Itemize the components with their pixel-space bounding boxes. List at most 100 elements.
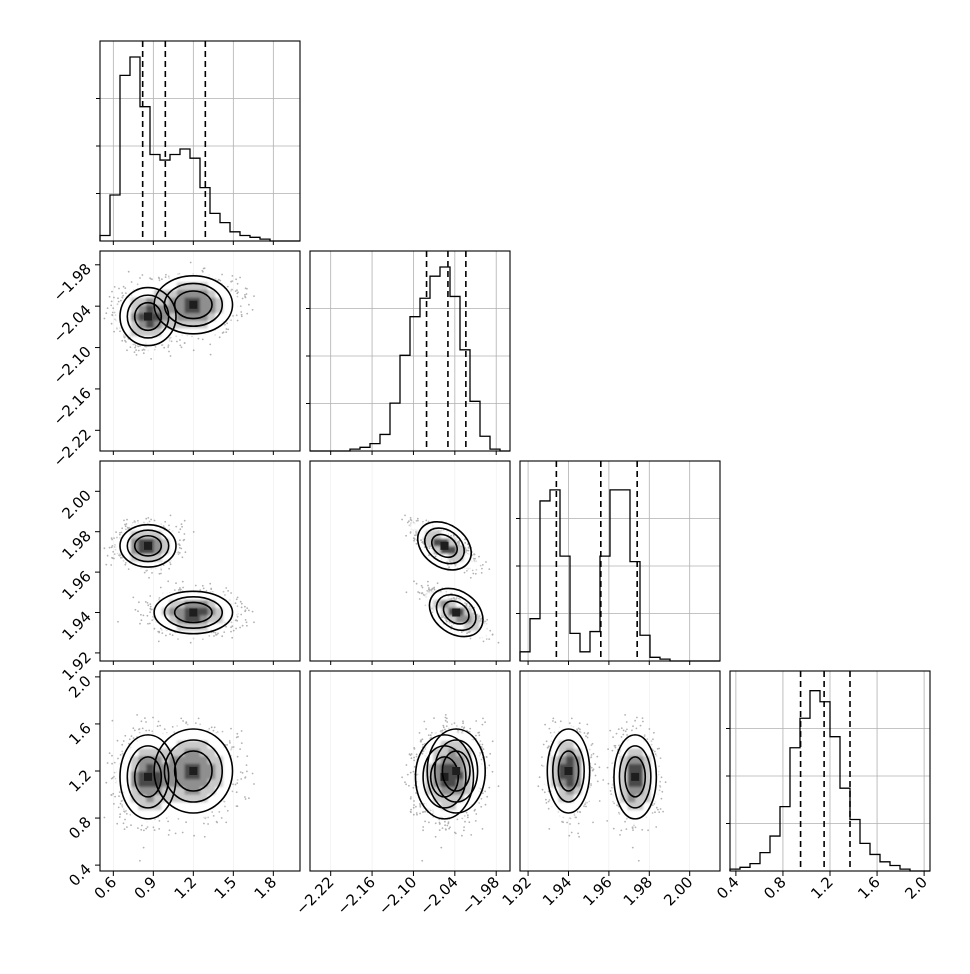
sample-point — [241, 603, 243, 605]
sample-point — [161, 632, 163, 634]
sample-point — [232, 315, 234, 317]
sample-point — [241, 316, 243, 318]
sample-point — [145, 570, 147, 572]
sample-point — [159, 280, 161, 282]
sample-point — [221, 635, 223, 637]
sample-point — [147, 604, 149, 606]
sample-point — [178, 553, 180, 555]
sample-point — [155, 346, 157, 348]
sample-point — [178, 531, 180, 533]
sample-point — [113, 537, 115, 539]
sample-point — [147, 602, 149, 604]
sample-point — [252, 309, 254, 311]
sample-point — [140, 614, 142, 616]
sample-point — [124, 340, 126, 342]
sample-point — [176, 341, 178, 343]
sample-point — [170, 563, 172, 565]
sample-point — [105, 564, 107, 566]
sample-point — [139, 277, 141, 279]
sample-point — [182, 587, 184, 589]
sample-point — [203, 588, 205, 590]
sample-point — [123, 520, 125, 522]
sample-point — [237, 597, 239, 599]
sample-point — [151, 619, 153, 621]
sample-point — [230, 592, 232, 594]
sample-point — [147, 615, 149, 617]
sample-point — [181, 523, 183, 525]
y-tick-label: −1.98 — [50, 260, 95, 305]
sample-point — [150, 358, 152, 360]
sample-point — [165, 274, 167, 276]
sample-point — [201, 270, 203, 272]
density-cell — [200, 305, 208, 313]
sample-point — [113, 331, 115, 333]
sample-point — [179, 339, 181, 341]
sample-point — [117, 621, 119, 623]
sample-point — [110, 564, 112, 566]
sample-point — [124, 564, 126, 566]
sample-point — [172, 634, 174, 636]
sample-point — [215, 634, 217, 636]
sample-point — [154, 628, 156, 630]
mode-peak-1 — [144, 313, 152, 321]
sample-point — [112, 307, 114, 309]
sample-point — [137, 283, 139, 285]
sample-point — [237, 320, 239, 322]
sample-point — [150, 606, 152, 608]
sample-point — [135, 345, 137, 347]
sample-point — [135, 609, 137, 611]
sample-point — [147, 517, 149, 519]
sample-point — [118, 288, 120, 290]
sample-point — [142, 349, 144, 351]
sample-point — [165, 276, 167, 278]
sample-point — [117, 297, 119, 299]
sample-point — [167, 346, 169, 348]
histogram-step — [310, 267, 510, 451]
sample-point — [253, 295, 255, 297]
sample-point — [110, 305, 112, 307]
sample-point — [158, 632, 160, 634]
sample-point — [137, 610, 139, 612]
sample-point — [120, 300, 122, 302]
sample-point — [179, 345, 181, 347]
sample-point — [121, 296, 123, 298]
sample-point — [179, 587, 181, 589]
sample-point — [134, 351, 136, 353]
sample-point — [125, 562, 127, 564]
sample-point — [240, 311, 242, 313]
sample-point — [124, 287, 126, 289]
sample-point — [179, 544, 181, 546]
density-cell — [177, 297, 185, 305]
sample-point — [237, 283, 239, 285]
sample-point — [168, 568, 170, 570]
sample-point — [149, 603, 151, 605]
sample-point — [169, 529, 171, 531]
sample-point — [209, 583, 211, 585]
sample-point — [171, 340, 173, 342]
sample-point — [143, 352, 145, 354]
sample-point — [246, 313, 248, 315]
sample-point — [159, 573, 161, 575]
sample-point — [231, 280, 233, 282]
sample-point — [125, 292, 127, 294]
sample-point — [227, 286, 229, 288]
sample-point — [190, 642, 192, 644]
sample-point — [114, 286, 116, 288]
sample-point — [128, 568, 130, 570]
mode-peak-2 — [189, 301, 197, 309]
scatter-panel-3-1: 1.921.941.961.982.00 — [58, 461, 300, 684]
sample-point — [184, 342, 186, 344]
sample-point — [151, 609, 153, 611]
density-cell — [192, 320, 200, 328]
sample-point — [182, 581, 184, 583]
sample-point — [217, 633, 219, 635]
sample-point — [193, 349, 195, 351]
sample-point — [139, 623, 141, 625]
sample-point — [142, 274, 144, 276]
sample-point — [227, 329, 229, 331]
sample-point — [245, 297, 247, 299]
sample-point — [111, 291, 113, 293]
sample-point — [145, 601, 147, 603]
